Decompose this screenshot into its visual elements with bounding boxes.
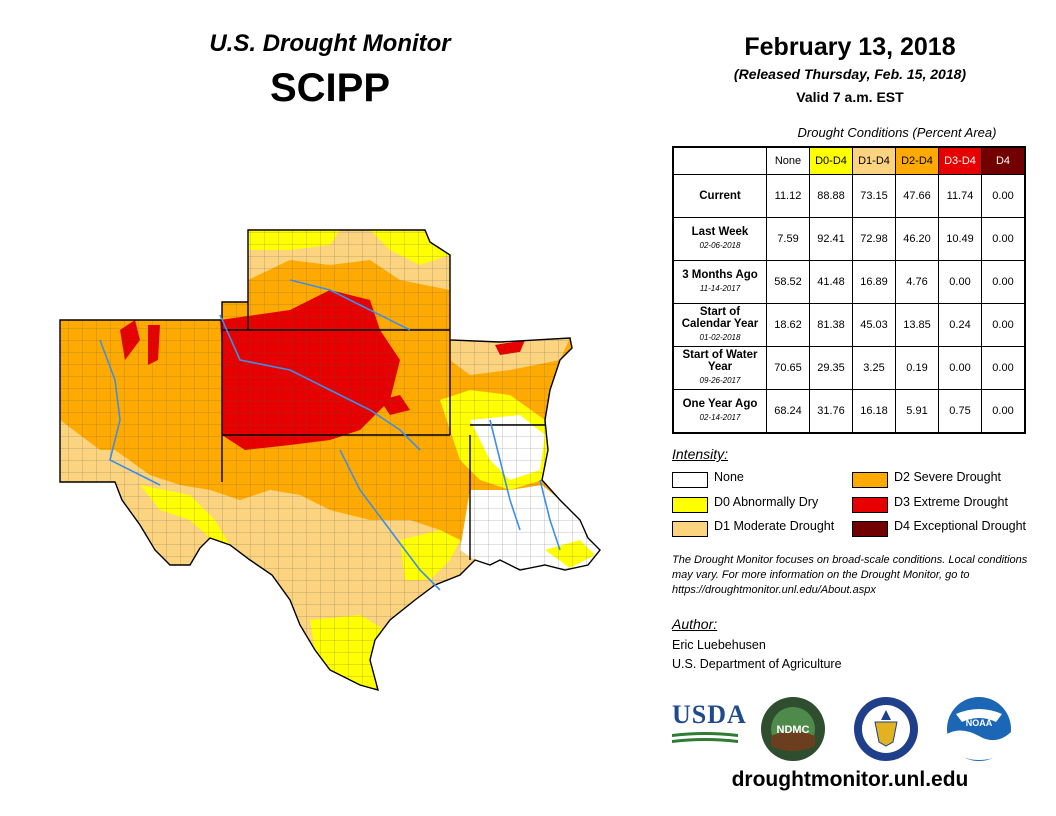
doc-seal-logo [854, 697, 918, 761]
legend-swatch [672, 521, 708, 537]
legend-heading: Intensity: [672, 446, 729, 462]
conditions-caption: Drought Conditions (Percent Area) [797, 125, 997, 140]
legend-swatch [852, 497, 888, 513]
state-borders [59, 229, 601, 692]
table-cell: 46.20 [895, 217, 939, 261]
table-cell: 16.18 [852, 389, 896, 434]
drought-map [59, 229, 601, 692]
table-cell: 0.00 [981, 346, 1026, 390]
legend-swatch [852, 472, 888, 488]
legend-label: D0 Abnormally Dry [714, 495, 819, 509]
website-url: droughtmonitor.unl.edu [731, 768, 969, 791]
land-areas [60, 230, 600, 690]
table-row: One Year Ago 02-14-2017 68.24 31.76 16.18… [672, 389, 1026, 434]
legend-label: D1 Moderate Drought [714, 519, 835, 533]
table-cell: 45.03 [852, 303, 896, 347]
disclaimer-note: The Drought Monitor focuses on broad-sca… [672, 554, 1028, 596]
table-cell: 58.52 [766, 260, 810, 304]
author-heading: Author: [672, 616, 718, 632]
table-cell: 0.00 [938, 346, 982, 390]
row-date: 02-06-2018 [699, 241, 741, 250]
legend-swatch [852, 521, 888, 537]
conditions-table: None D0-D4 D1-D4 D2-D4 D3-D4 D4 Current … [672, 146, 1026, 434]
noaa-logo: NOAA [947, 697, 1011, 761]
usda-logo: USDA [672, 700, 746, 748]
row-label: 3 Months Ago 11-14-2017 [672, 260, 767, 304]
author-name: Eric Luebehusen [672, 638, 766, 652]
table-cell: 10.49 [938, 217, 982, 261]
legend-swatch [672, 472, 708, 488]
row-label: One Year Ago 02-14-2017 [672, 389, 767, 434]
table-cell: 70.65 [766, 346, 810, 390]
table-row: Last Week 02-06-2018 7.59 92.41 72.98 46.… [672, 217, 1026, 261]
legend-label: D2 Severe Drought [894, 470, 1002, 484]
col-d3-d4: D3-D4 [938, 146, 982, 175]
region-title: SCIPP [269, 66, 391, 110]
col-none: None [766, 146, 810, 175]
table-cell: 0.24 [938, 303, 982, 347]
table-cell: 0.75 [938, 389, 982, 434]
table-cell: 31.76 [809, 389, 853, 434]
table-cell: 18.62 [766, 303, 810, 347]
map-date: February 13, 2018 [744, 33, 956, 61]
author-org: U.S. Department of Agriculture [672, 657, 842, 671]
table-cell: 0.19 [895, 346, 939, 390]
table-cell: 29.35 [809, 346, 853, 390]
map-title: U.S. Drought Monitor [209, 30, 451, 57]
table-cell: 47.66 [895, 174, 939, 218]
legend-swatch [672, 497, 708, 513]
table-cell: 68.24 [766, 389, 810, 434]
col-d0-d4: D0-D4 [809, 146, 853, 175]
header-blank [673, 147, 767, 175]
table-cell: 4.76 [895, 260, 939, 304]
table-cell: 0.00 [981, 260, 1026, 304]
table-cell: 81.38 [809, 303, 853, 347]
table-cell: 16.89 [852, 260, 896, 304]
table-cell: 7.59 [766, 217, 810, 261]
table-cell: 88.88 [809, 174, 853, 218]
row-date: 02-14-2017 [699, 413, 741, 422]
table-cell: 13.85 [895, 303, 939, 347]
row-date: 01-02-2018 [699, 333, 741, 342]
table-cell: 0.00 [981, 303, 1026, 347]
table-cell: 5.91 [895, 389, 939, 434]
table-cell: 92.41 [809, 217, 853, 261]
table-row: Start of Water Year 09-26-2017 70.65 29.3… [672, 346, 1026, 390]
col-d1-d4: D1-D4 [852, 146, 896, 175]
svg-text:NOAA: NOAA [966, 718, 993, 728]
legend-label: D3 Extreme Drought [894, 495, 1008, 509]
row-label: Current [672, 174, 767, 218]
table-cell: 41.48 [809, 260, 853, 304]
county-lines [60, 230, 600, 690]
rivers [99, 279, 561, 591]
table-row: Start of Calendar Year 01-02-2018 18.62 8… [672, 303, 1026, 347]
legend-label: D4 Exceptional Drought [894, 519, 1027, 533]
release-date: (Released Thursday, Feb. 15, 2018) [733, 66, 967, 82]
table-cell: 0.00 [981, 174, 1026, 218]
table-cell: 72.98 [852, 217, 896, 261]
col-d2-d4: D2-D4 [895, 146, 939, 175]
table-cell: 3.25 [852, 346, 896, 390]
table-row: Current 11.12 88.88 73.15 47.66 11.74 0.… [672, 174, 1026, 218]
table-cell: 0.00 [981, 217, 1026, 261]
table-row: 3 Months Ago 11-14-2017 58.52 41.48 16.89… [672, 260, 1026, 304]
table-cell: 11.12 [766, 174, 810, 218]
col-d4: D4 [981, 146, 1026, 175]
table-cell: 0.00 [938, 260, 982, 304]
table-header-row: None D0-D4 D1-D4 D2-D4 D3-D4 D4 [673, 146, 1026, 175]
table-cell: 11.74 [938, 174, 982, 218]
table-cell: 73.15 [852, 174, 896, 218]
ndmc-logo: NDMC [761, 697, 825, 761]
table-cell: 0.00 [981, 389, 1026, 434]
legend-label: None [714, 470, 744, 484]
row-label: Start of Calendar Year 01-02-2018 [672, 303, 767, 347]
valid-time: Valid 7 a.m. EST [796, 89, 904, 105]
row-date: 09-26-2017 [699, 376, 741, 385]
row-label: Start of Water Year 09-26-2017 [672, 346, 767, 390]
svg-text:NDMC: NDMC [777, 724, 810, 736]
row-date: 11-14-2017 [699, 284, 741, 293]
row-label: Last Week 02-06-2018 [672, 217, 767, 261]
